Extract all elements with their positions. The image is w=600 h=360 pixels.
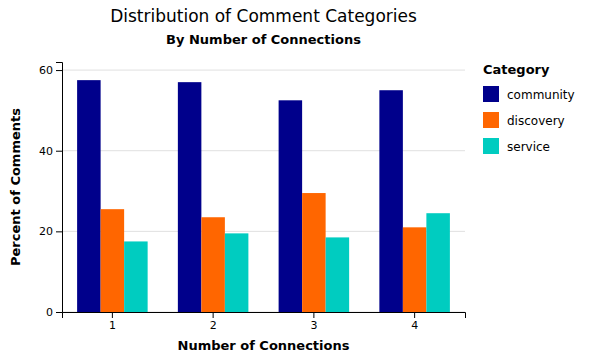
y-axis-title: Percent of Comments	[8, 108, 23, 266]
series	[124, 213, 450, 312]
x-tick-label: 3	[310, 319, 317, 332]
y-axis-line	[56, 63, 63, 313]
plot: 12340204060Number of ConnectionsPercent …	[8, 63, 466, 354]
bars	[77, 80, 450, 312]
grid-line	[62, 150, 465, 151]
y-tick: 0	[46, 306, 62, 319]
legend-item: community	[483, 86, 575, 102]
bar	[403, 227, 427, 312]
y-tick-mark	[56, 70, 62, 71]
bar	[426, 213, 450, 312]
x-tick-label: 1	[109, 319, 116, 332]
series	[77, 80, 403, 312]
legend: Category community discovery service	[483, 62, 575, 154]
bar	[379, 90, 403, 312]
legend-label: service	[507, 140, 550, 154]
y-tick: 20	[39, 225, 62, 238]
bar	[302, 193, 326, 312]
title: Distribution of Comment Categories	[110, 6, 417, 26]
x-tick: 2	[210, 312, 217, 332]
x-axis: 1 2 3 4	[63, 312, 466, 332]
y-tick-label: 0	[46, 306, 53, 319]
y-tick-label: 40	[39, 145, 53, 158]
bar	[77, 80, 101, 312]
y-tick-label: 20	[39, 225, 53, 238]
grid-line	[62, 70, 465, 71]
legend-swatch	[483, 138, 499, 154]
x-tick-mark	[213, 312, 214, 318]
x-tick-mark	[313, 312, 314, 318]
y-tick: 40	[39, 145, 62, 158]
chart: Distribution of Comment Categories By Num…	[0, 0, 600, 360]
x-axis-line	[63, 313, 466, 319]
x-axis-title: Number of Connections	[178, 338, 350, 353]
y-tick: 60	[39, 64, 62, 77]
legend-label: community	[507, 88, 575, 102]
bar	[279, 100, 303, 312]
x-tick-mark	[112, 312, 113, 318]
y-tick-mark	[56, 151, 62, 152]
x-tick-label: 2	[210, 319, 217, 332]
grid	[62, 70, 465, 312]
bar	[326, 237, 350, 312]
bar	[225, 233, 249, 312]
legend-swatch	[483, 86, 499, 102]
legend-item: discovery	[483, 112, 565, 128]
legend-title: Category	[483, 62, 550, 77]
x-tick-mark	[414, 312, 415, 318]
legend-swatch	[483, 112, 499, 128]
bar	[124, 241, 148, 312]
x-tick: 4	[411, 312, 418, 332]
bar	[201, 217, 225, 312]
bar	[101, 209, 125, 312]
y-tick-mark	[56, 231, 62, 232]
y-tick-mark	[56, 312, 62, 313]
series	[101, 193, 427, 312]
legend-item: service	[483, 138, 550, 154]
y-tick-label: 60	[39, 64, 53, 77]
bar	[178, 82, 202, 312]
x-tick: 1	[109, 312, 116, 332]
x-tick-label: 4	[411, 319, 418, 332]
y-axis: 0 20 40 60	[39, 63, 63, 320]
x-tick: 3	[310, 312, 317, 332]
subtitle: By Number of Connections	[166, 32, 361, 47]
legend-label: discovery	[507, 114, 565, 128]
